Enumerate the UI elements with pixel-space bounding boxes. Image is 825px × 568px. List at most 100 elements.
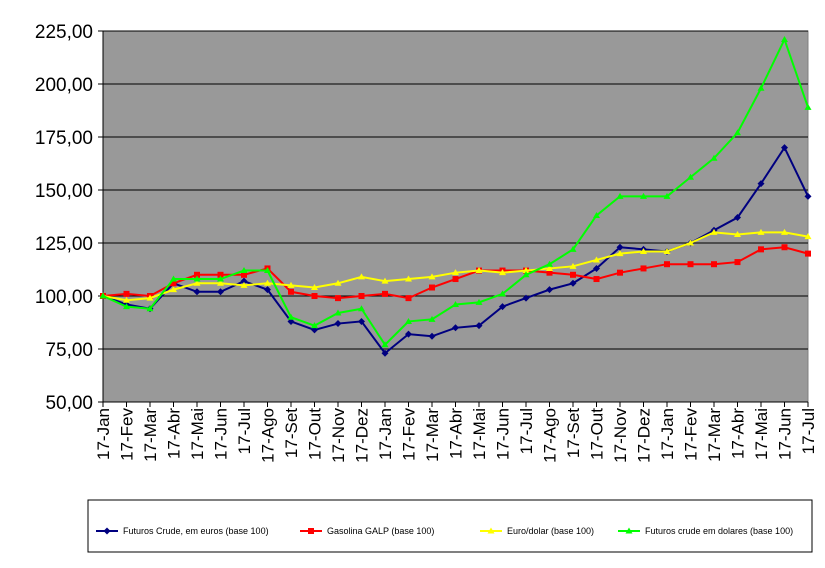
y-tick-label: 50,00 (45, 393, 93, 414)
x-tick-label: 17-Fev (682, 408, 701, 461)
marker (805, 250, 811, 257)
marker (335, 295, 341, 302)
marker (663, 192, 671, 199)
x-tick-label: 17-Mai (470, 408, 489, 460)
marker (616, 243, 624, 251)
x-tick-label: 17-Set (282, 408, 301, 458)
marker (358, 293, 365, 299)
marker (569, 262, 577, 269)
marker (428, 315, 436, 322)
x-tick-label: 17-Ago (259, 408, 278, 463)
marker (146, 294, 154, 301)
x-tick-label: 17-Jan (94, 408, 113, 460)
marker (240, 281, 248, 288)
marker (734, 214, 741, 222)
marker (241, 271, 247, 278)
marker (264, 267, 271, 274)
marker (193, 275, 201, 282)
marker (687, 239, 694, 246)
marker (405, 275, 412, 282)
marker (616, 250, 624, 257)
marker (781, 35, 788, 42)
marker (546, 264, 553, 271)
marker (734, 129, 741, 136)
marker (616, 192, 624, 199)
y-tick-label: 75,00 (45, 340, 93, 361)
marker (381, 341, 389, 348)
marker (382, 290, 388, 297)
marker (758, 246, 764, 253)
marker (711, 261, 717, 268)
x-tick-label: 17-Mar (705, 408, 724, 462)
x-tick-label: 17-Mai (752, 408, 771, 460)
marker (405, 295, 412, 302)
marker (308, 528, 314, 534)
y-tick-label: 175,00 (35, 128, 93, 149)
marker (569, 245, 577, 252)
marker (217, 288, 224, 296)
marker (287, 313, 295, 320)
x-tick-label: 17-Abr (447, 408, 466, 459)
x-tick-label: 17-Ago (541, 408, 560, 463)
marker (123, 290, 130, 297)
marker (687, 173, 694, 180)
legend-label: Futuros crude em dolares (base 100) (645, 526, 793, 536)
marker (499, 269, 506, 276)
marker (405, 330, 412, 338)
marker (217, 271, 224, 278)
x-tick-label: 17-Nov (329, 408, 348, 463)
x-tick-label: 17-Jan (658, 408, 677, 460)
marker (663, 247, 671, 254)
x-tick-label: 17-Abr (729, 408, 748, 459)
x-tick-label: 17-Jun (212, 408, 231, 460)
marker (194, 271, 200, 278)
marker (334, 320, 342, 328)
legend-box (87, 499, 813, 553)
y-tick-label: 100,00 (35, 287, 93, 308)
y-tick-label: 150,00 (35, 181, 93, 202)
marker (264, 279, 271, 286)
marker (475, 267, 483, 274)
marker (311, 293, 318, 299)
x-tick-label: 17-Fev (400, 408, 419, 461)
plot-area (102, 30, 809, 403)
marker (381, 277, 389, 284)
marker (99, 292, 107, 299)
marker (522, 294, 530, 302)
marker (781, 144, 788, 152)
marker (522, 267, 530, 274)
y-tick-label: 200,00 (35, 75, 93, 96)
marker (217, 275, 224, 282)
x-tick-label: 17-Jan (376, 408, 395, 460)
marker (428, 332, 436, 340)
x-tick-label: 17-Abr (165, 408, 184, 459)
marker (499, 303, 506, 311)
marker (664, 261, 670, 268)
marker (170, 280, 177, 287)
marker (734, 231, 741, 238)
marker (475, 322, 483, 330)
marker (617, 269, 623, 276)
marker (146, 305, 154, 312)
x-tick-label: 17-Jul (235, 408, 254, 454)
marker (687, 261, 694, 268)
marker (428, 273, 436, 280)
x-tick-label: 17-Out (306, 408, 325, 460)
marker (103, 527, 111, 535)
marker (240, 277, 248, 285)
legend-label: Gasolina GALP (base 100) (327, 526, 434, 536)
marker (640, 247, 647, 254)
marker (405, 317, 412, 324)
marker (487, 527, 495, 534)
marker (625, 527, 633, 534)
x-tick-label: 17-Nov (611, 408, 630, 463)
x-tick-label: 17-Mar (423, 408, 442, 462)
marker (452, 324, 459, 332)
marker (193, 279, 201, 286)
marker (734, 259, 741, 266)
marker (240, 267, 248, 274)
marker (593, 211, 600, 218)
x-tick-label: 17-Jul (799, 408, 818, 454)
marker (334, 309, 342, 316)
